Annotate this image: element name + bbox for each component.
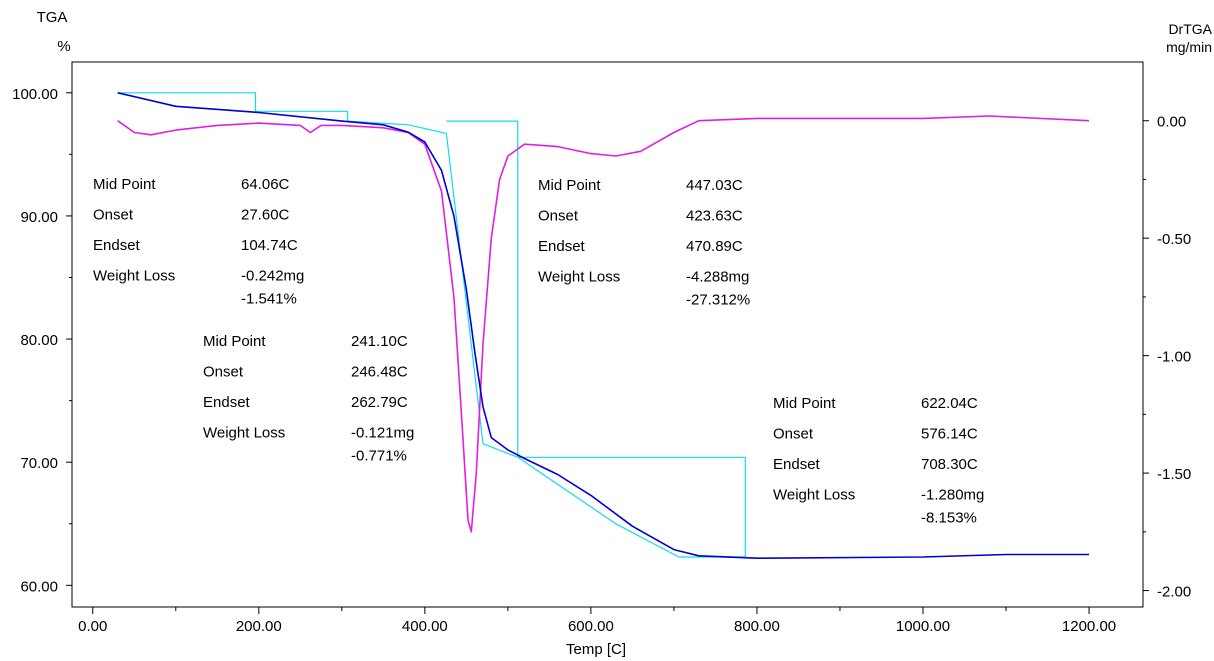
annotation-value: -0.121mg	[351, 425, 414, 442]
x-tick-label: 1200.00	[1062, 618, 1116, 635]
annotation-value: 622.04C	[921, 395, 978, 412]
tga-series-line	[117, 92, 1089, 559]
annotation-value: 27.60C	[241, 207, 290, 224]
y-left-axis: 60.00 70.00 80.00 90.00 100.00	[12, 86, 72, 595]
y-right-tick-label: -1.50	[1157, 466, 1191, 483]
annotation-box: Mid Point 64.06C Onset 27.60C Endset 104.74C W…	[93, 176, 304, 308]
x-tick-label: 200.00	[236, 618, 282, 635]
annotation-value: 423.63C	[686, 208, 743, 225]
drtga-series-line	[117, 115, 1090, 533]
y-left-tick-label: 90.00	[20, 209, 58, 226]
annotation-value: 262.79C	[351, 394, 408, 411]
y-left-tick-label: 70.00	[20, 455, 58, 472]
annotation-key: Mid Point	[538, 177, 601, 194]
annotation-key: Endset	[93, 237, 141, 254]
annotation-key: Endset	[773, 456, 821, 473]
y-right-tick-label: -2.00	[1157, 584, 1191, 601]
annotation-key: Mid Point	[203, 333, 266, 350]
annotation-value: 447.03C	[686, 177, 743, 194]
plot-frame	[71, 61, 1144, 608]
annotation-key: Weight Loss	[773, 487, 855, 504]
annotation-key: Mid Point	[93, 176, 156, 193]
left-axis-unit: %	[57, 38, 70, 55]
x-tick-label: 600.00	[568, 618, 614, 635]
annotation-value: 708.30C	[921, 456, 978, 473]
annotation-value: 576.14C	[921, 426, 978, 443]
x-tick-label: 400.00	[402, 618, 448, 635]
y-right-tick-label: 0.00	[1157, 114, 1186, 131]
annotation-key: Endset	[203, 394, 251, 411]
right-axis-unit: mg/min	[1166, 39, 1212, 55]
annotation-key: Weight Loss	[203, 425, 285, 442]
right-axis-title: DrTGA mg/min	[1166, 21, 1213, 55]
y-left-tick-label: 100.00	[12, 86, 58, 103]
right-axis-title-line: DrTGA	[1168, 21, 1212, 37]
annotation-layer: Mid Point 64.06C Onset 27.60C Endset 104.74C W…	[93, 176, 984, 527]
annotation-key: Onset	[203, 364, 244, 381]
y-left-tick-label: 80.00	[20, 332, 58, 349]
annotation-value: -27.312%	[686, 292, 750, 309]
annotation-key: Mid Point	[773, 395, 836, 412]
annotation-box: Mid Point 241.10C Onset 246.48C Endset 262.79…	[203, 333, 414, 465]
annotation-value: 64.06C	[241, 176, 290, 193]
annotation-box: Mid Point 447.03C Onset 423.63C Endset 470.89…	[538, 177, 750, 309]
annotation-value: -1.541%	[241, 291, 297, 308]
x-tick-label: 800.00	[734, 618, 780, 635]
annotation-value: -4.288mg	[686, 269, 749, 286]
annotation-value: 470.89C	[686, 238, 743, 255]
x-axis: 0.00 200.00 400.00 600.00 800.00 1000.00 1200.…	[78, 607, 1116, 635]
annotation-value: -8.153%	[921, 510, 977, 527]
annotation-key: Weight Loss	[93, 268, 175, 285]
left-axis-title-line: TGA	[37, 9, 68, 26]
steps-series-line	[117, 92, 746, 558]
x-axis-label: Temp [C]	[566, 641, 626, 658]
left-axis-title: TGA%	[37, 9, 71, 55]
y-right-tick-label: -1.00	[1157, 349, 1191, 366]
annotation-box: Mid Point 622.04C Onset 576.14C Endset 708.30…	[773, 395, 984, 527]
x-tick-label: 0.00	[78, 618, 107, 635]
annotation-value: 241.10C	[351, 333, 408, 350]
y-right-axis: 0.00 -0.50 -1.00 -1.50 -2.00	[1143, 114, 1191, 601]
y-left-tick-label: 60.00	[20, 578, 58, 595]
y-right-tick-label: -0.50	[1157, 231, 1191, 248]
annotation-value: -0.242mg	[241, 268, 304, 285]
annotation-key: Weight Loss	[538, 269, 620, 286]
x-tick-label: 1000.00	[896, 618, 950, 635]
annotation-value: -0.771%	[351, 448, 407, 465]
series-layer	[117, 92, 1090, 559]
annotation-key: Onset	[93, 207, 134, 224]
annotation-key: Onset	[538, 208, 579, 225]
annotation-key: Onset	[773, 426, 814, 443]
annotation-key: Endset	[538, 238, 586, 255]
annotation-value: -1.280mg	[921, 487, 984, 504]
annotation-value: 246.48C	[351, 364, 408, 381]
annotation-value: 104.74C	[241, 237, 298, 254]
